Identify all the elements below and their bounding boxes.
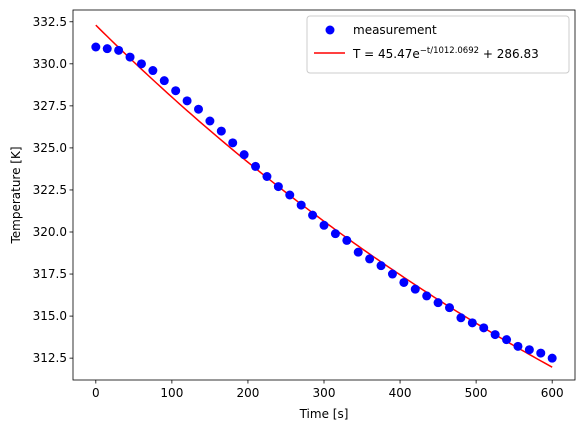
- legend-fit-label: T = 45.47e−t/1012.0692 + 286.83: [352, 46, 539, 61]
- x-tick-label: 400: [389, 386, 412, 400]
- measurement-point: [490, 330, 500, 340]
- x-tick-label: 600: [541, 386, 564, 400]
- measurement-point: [399, 277, 409, 287]
- measurement-point: [216, 126, 226, 136]
- measurement-points-layer: [91, 42, 557, 363]
- measurement-point: [159, 76, 169, 86]
- axes: 0 100 200 300 400 500 600 312.5 315.0 317.5 320.0 3…: [33, 9, 576, 400]
- legend-measurement-marker: [325, 25, 335, 35]
- x-tick-label: 0: [92, 386, 100, 400]
- measurement-point: [148, 66, 158, 76]
- measurement-point: [114, 45, 124, 55]
- measurement-point: [445, 303, 454, 313]
- x-tick-label: 500: [465, 386, 488, 400]
- measurement-point: [273, 182, 283, 192]
- measurement-point: [296, 200, 306, 210]
- y-tick-label: 320.0: [33, 225, 67, 239]
- measurement-point: [136, 59, 146, 69]
- measurement-point: [330, 229, 340, 239]
- measurement-point: [239, 150, 249, 160]
- x-tick-label: 100: [160, 386, 183, 400]
- measurement-point: [285, 190, 295, 200]
- measurement-point: [91, 42, 101, 52]
- measurement-point: [513, 341, 523, 351]
- x-tick-label: 300: [313, 386, 336, 400]
- measurement-point: [194, 104, 203, 114]
- y-tick-label: 327.5: [33, 99, 67, 113]
- measurement-point: [387, 269, 397, 279]
- legend-box: [306, 15, 570, 74]
- measurement-point: [467, 318, 477, 328]
- measurement-point: [353, 247, 363, 257]
- x-axis-label: Time [s]: [299, 407, 349, 421]
- measurement-point: [422, 291, 432, 301]
- measurement-point: [228, 138, 238, 148]
- legend-measurement-label: measurement: [353, 23, 437, 37]
- measurement-point: [456, 313, 466, 323]
- measurement-point: [502, 335, 512, 345]
- legend: measurement T = 45.47e−t/1012.0692 + 286…: [306, 15, 570, 74]
- measurement-point: [536, 348, 546, 358]
- legend-fit-suffix: + 286.83: [479, 47, 539, 61]
- measurement-point: [262, 172, 272, 181]
- y-tick-label: 332.5: [33, 15, 67, 29]
- y-tick-label: 317.5: [33, 267, 67, 281]
- measurement-point: [365, 254, 375, 264]
- measurement-point: [547, 353, 557, 363]
- measurement-point: [524, 345, 534, 355]
- y-tick-label: 330.0: [33, 57, 67, 71]
- measurement-point: [319, 220, 329, 230]
- y-tick-label: 325.0: [33, 141, 67, 155]
- y-axis-label: Temperature [K]: [9, 146, 23, 244]
- measurement-point: [182, 96, 192, 106]
- y-tick-label: 315.0: [33, 309, 67, 323]
- measurement-point: [479, 323, 489, 333]
- measurement-point: [410, 284, 420, 294]
- measurement-point: [102, 44, 112, 54]
- y-tick-label: 322.5: [33, 183, 67, 197]
- y-tick-label: 312.5: [33, 351, 67, 365]
- measurement-point: [376, 261, 386, 271]
- x-tick-label: 200: [236, 386, 259, 400]
- measurement-point: [342, 235, 352, 245]
- measurement-point: [251, 161, 261, 171]
- measurement-point: [205, 116, 215, 126]
- measurement-point: [308, 210, 318, 220]
- measurement-point: [125, 52, 135, 62]
- measurement-point: [171, 86, 181, 96]
- legend-fit-exponent: −t/1012.0692: [420, 46, 479, 56]
- legend-fit-prefix: T = 45.47e: [352, 47, 420, 61]
- measurement-point: [433, 298, 443, 308]
